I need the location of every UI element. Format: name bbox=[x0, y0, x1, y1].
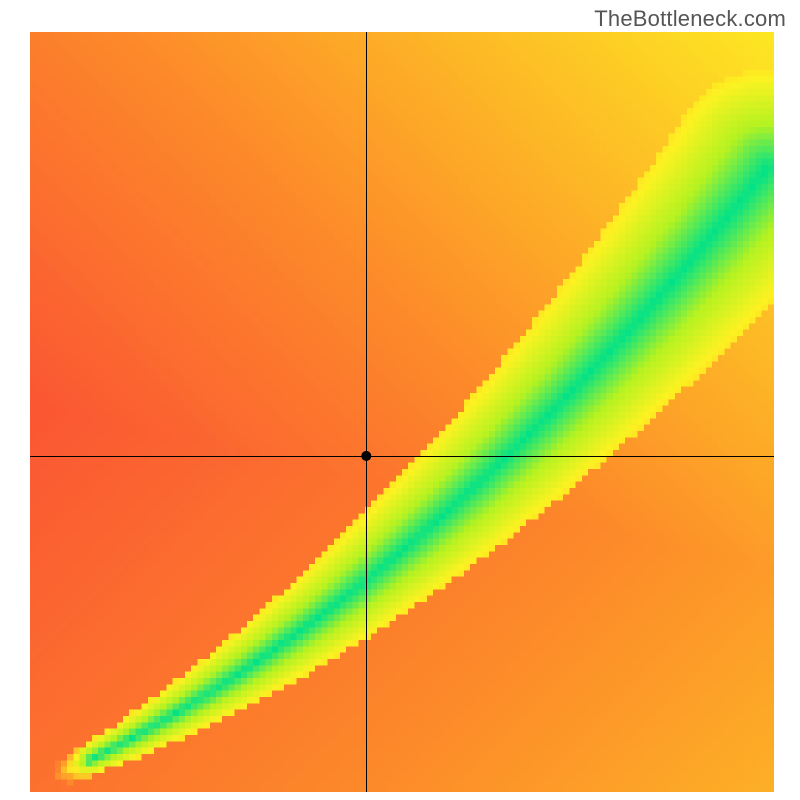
watermark-text: TheBottleneck.com bbox=[594, 6, 786, 32]
chart-container: TheBottleneck.com bbox=[0, 0, 800, 800]
heatmap-plot bbox=[30, 32, 774, 792]
crosshair-overlay bbox=[30, 32, 774, 792]
